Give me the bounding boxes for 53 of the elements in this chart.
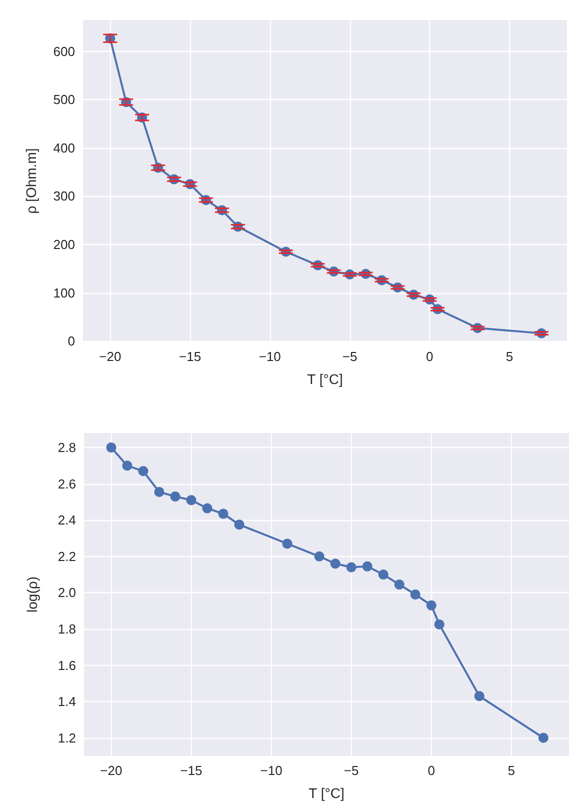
x-tick-label: −20 bbox=[99, 349, 122, 364]
y-tick-label: 200 bbox=[53, 236, 75, 252]
x-tick-label: −15 bbox=[178, 349, 202, 364]
y-tick-label: 0 bbox=[68, 334, 75, 349]
y-tick-label: 400 bbox=[53, 140, 75, 156]
x-tick-label: −10 bbox=[260, 763, 282, 778]
point bbox=[154, 486, 164, 497]
point bbox=[170, 492, 180, 502]
y-tick-label: 100 bbox=[53, 285, 75, 300]
point bbox=[434, 619, 444, 630]
point bbox=[538, 732, 548, 743]
point bbox=[378, 570, 388, 580]
y-tick-label: 1.4 bbox=[58, 694, 76, 710]
point bbox=[234, 520, 244, 530]
point bbox=[426, 600, 436, 610]
y-tick-label: 2.2 bbox=[58, 548, 76, 564]
x-tick-label: −15 bbox=[180, 763, 202, 778]
x-tick-label: 5 bbox=[508, 763, 515, 778]
point bbox=[186, 495, 196, 506]
y-tick-label: 600 bbox=[53, 44, 75, 59]
point bbox=[106, 442, 116, 453]
x-axis-title: T [°C] bbox=[308, 785, 344, 801]
y-tick-label: 1.2 bbox=[58, 730, 76, 746]
point bbox=[346, 562, 356, 572]
y-tick-label: 2.8 bbox=[58, 440, 76, 456]
point bbox=[122, 460, 132, 471]
y-tick-label: 1.8 bbox=[58, 621, 76, 636]
y-axis-title: log(ρ) bbox=[24, 576, 40, 612]
y-tick-label: 2.6 bbox=[58, 476, 76, 492]
point bbox=[362, 561, 372, 572]
x-tick-label: −5 bbox=[344, 763, 359, 778]
y-tick-label: 1.6 bbox=[58, 658, 76, 673]
y-tick-label: 2.0 bbox=[58, 585, 76, 600]
x-tick-label: −10 bbox=[258, 349, 281, 364]
y-tick-label: 2.4 bbox=[58, 512, 76, 528]
point bbox=[138, 466, 148, 476]
point bbox=[218, 508, 228, 519]
point bbox=[474, 691, 484, 702]
y-tick-label: 500 bbox=[53, 92, 75, 108]
x-tick-label: 0 bbox=[428, 763, 435, 778]
x-axis-title: T [°C] bbox=[307, 371, 343, 387]
y-axis-title: ρ [Ohm.m] bbox=[23, 148, 39, 214]
point bbox=[394, 580, 404, 590]
point bbox=[410, 590, 420, 600]
point bbox=[314, 551, 324, 562]
point bbox=[282, 538, 292, 549]
x-tick-label: −5 bbox=[342, 349, 358, 364]
x-tick-label: 5 bbox=[506, 349, 514, 364]
y-tick-label: 300 bbox=[53, 188, 75, 204]
point bbox=[202, 503, 212, 514]
x-tick-label: 0 bbox=[426, 349, 434, 364]
point bbox=[330, 558, 340, 569]
x-tick-label: −20 bbox=[100, 763, 122, 778]
